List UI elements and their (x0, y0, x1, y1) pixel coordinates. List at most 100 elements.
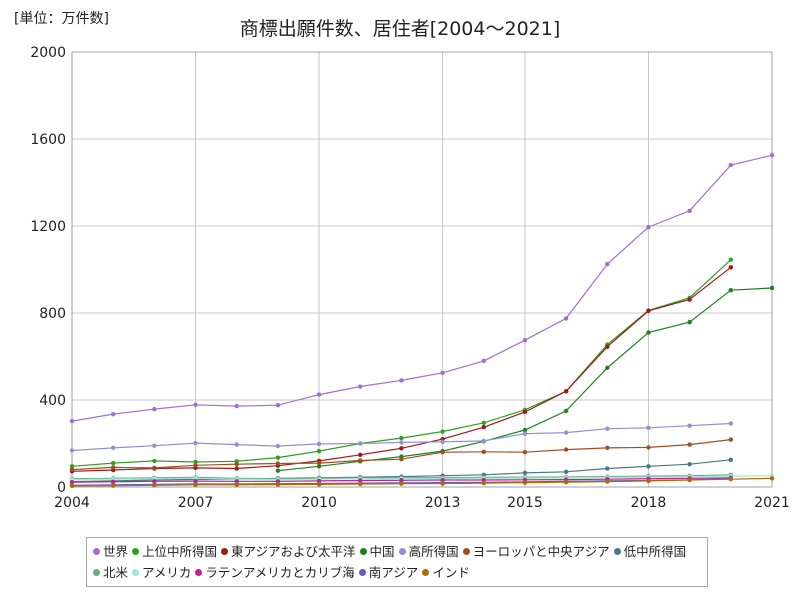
data-point-0-15 (687, 208, 692, 213)
series-line-8 (71, 475, 773, 481)
legend-marker-11 (422, 569, 430, 576)
data-point-1-16 (728, 257, 734, 262)
legend-item-7: 北米 (93, 562, 128, 583)
data-point-0-9 (440, 370, 445, 376)
y-tick-label: 1600 (30, 132, 66, 148)
data-point-5-16 (728, 437, 734, 442)
data-point-11-13 (605, 479, 610, 484)
series-points (69, 153, 775, 489)
data-point-5-3 (193, 463, 198, 468)
legend-item-1: 上位中所得国 (132, 541, 217, 562)
data-point-1-2 (152, 458, 157, 464)
data-point-5-12 (563, 447, 569, 452)
plot-frame (71, 51, 773, 488)
legend-item-6: 低中所得国 (613, 541, 687, 562)
data-point-5-11 (522, 450, 528, 455)
data-point-11-15 (687, 477, 692, 483)
data-point-3-17 (769, 285, 775, 291)
data-point-11-2 (152, 483, 157, 488)
legend-label-5: ヨーロッパと中央アジア (472, 544, 610, 559)
y-tick-label: 800 (39, 306, 66, 322)
x-tick-label: 2013 (425, 495, 461, 511)
legend-item-4: 高所得国 (398, 541, 459, 562)
data-point-0-16 (728, 162, 734, 168)
data-point-11-3 (193, 482, 198, 488)
legend-marker-10 (358, 569, 366, 576)
legend-item-10: 南アジア (358, 562, 419, 583)
legend-label-9: ラテンアメリカとカリブ海 (205, 565, 355, 580)
legend-marker-9 (195, 569, 203, 576)
data-point-2-11 (522, 409, 528, 415)
data-point-3-13 (605, 365, 610, 371)
legend-marker-0 (93, 548, 100, 555)
legend-label-6: 低中所得国 (623, 544, 687, 559)
data-point-6-12 (563, 469, 569, 474)
data-point-2-14 (646, 308, 651, 314)
data-point-4-11 (522, 431, 528, 436)
legend-marker-1 (132, 548, 140, 555)
data-point-2-15 (687, 297, 692, 302)
data-point-11-8 (399, 481, 404, 486)
data-point-4-1 (110, 445, 116, 451)
data-point-0-5 (275, 403, 281, 408)
legend-label-2: 東アジアおよび太平洋 (231, 544, 356, 559)
data-point-0-11 (522, 337, 528, 343)
data-point-4-6 (316, 441, 322, 447)
data-point-3-16 (728, 287, 734, 293)
data-point-3-15 (687, 319, 692, 325)
data-point-3-6 (316, 464, 322, 469)
data-point-11-0 (69, 483, 75, 489)
data-point-5-8 (399, 456, 404, 462)
data-point-0-1 (110, 411, 116, 417)
data-point-1-9 (440, 429, 445, 434)
legend-label-0: 世界 (103, 544, 129, 559)
data-point-4-13 (605, 426, 610, 431)
data-point-5-6 (316, 460, 322, 466)
y-tick-label: 0 (57, 480, 66, 496)
data-point-11-17 (769, 476, 775, 481)
data-point-11-16 (728, 476, 734, 482)
data-point-3-11 (522, 427, 528, 433)
data-point-2-13 (605, 344, 610, 349)
series-lines (71, 154, 773, 487)
series-line-11 (71, 477, 773, 487)
data-point-11-4 (234, 482, 239, 488)
y-tick-label: 2000 (30, 45, 66, 61)
data-point-4-2 (152, 443, 157, 448)
data-point-4-16 (728, 421, 734, 426)
legend-label-11: インド (432, 565, 470, 580)
axes (71, 51, 773, 488)
data-point-1-10 (481, 420, 486, 426)
x-tick-label: 2018 (631, 495, 667, 511)
x-tick-label: 2004 (54, 495, 90, 511)
data-point-2-12 (563, 389, 569, 394)
data-point-1-6 (316, 448, 322, 454)
data-point-6-14 (646, 464, 651, 469)
data-point-4-12 (563, 430, 569, 435)
data-point-0-3 (193, 402, 198, 407)
data-point-4-14 (646, 425, 651, 431)
data-point-5-7 (358, 458, 363, 463)
data-point-0-4 (234, 403, 239, 409)
data-point-4-15 (687, 423, 692, 428)
data-point-5-2 (152, 465, 157, 471)
data-point-0-10 (481, 358, 486, 364)
legend-item-3: 中国 (359, 541, 395, 562)
data-point-1-5 (275, 455, 281, 460)
data-point-5-0 (69, 467, 75, 472)
data-point-0-14 (646, 224, 651, 230)
x-tick-label: 2015 (507, 495, 543, 511)
data-point-4-5 (275, 443, 281, 449)
legend-item-11: インド (422, 562, 470, 583)
legend-label-10: 南アジア (368, 565, 419, 580)
data-point-2-16 (728, 265, 734, 270)
legend-marker-6 (613, 548, 621, 555)
data-point-11-1 (110, 483, 116, 488)
legend: 世界 上位中所得国 東アジアおよび太平洋 中国 高所得国 ヨーロッパと中央アジア 低中所得国… (86, 537, 708, 587)
data-point-5-14 (646, 445, 651, 450)
data-point-5-1 (110, 465, 116, 470)
legend-label-4: 高所得国 (408, 544, 459, 559)
legend-item-0: 世界 (93, 541, 128, 562)
data-point-2-4 (234, 466, 239, 471)
